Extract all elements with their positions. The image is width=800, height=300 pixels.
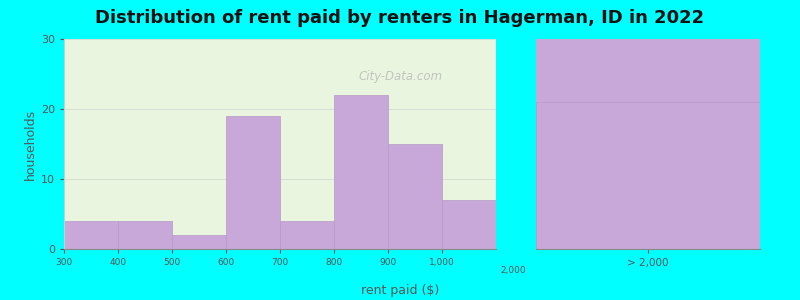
Bar — [334, 95, 388, 249]
Bar — [388, 144, 442, 249]
Text: rent paid ($): rent paid ($) — [361, 284, 439, 297]
Bar — [280, 221, 334, 249]
Bar — [118, 221, 172, 249]
Bar — [64, 221, 118, 249]
Bar — [442, 200, 496, 249]
Text: Distribution of rent paid by renters in Hagerman, ID in 2022: Distribution of rent paid by renters in … — [95, 9, 705, 27]
Bar — [536, 102, 760, 249]
Bar — [226, 116, 280, 249]
Bar — [172, 235, 226, 249]
Y-axis label: households: households — [24, 108, 37, 180]
Text: City-Data.com: City-Data.com — [359, 70, 443, 83]
Text: 2,000: 2,000 — [500, 266, 526, 274]
